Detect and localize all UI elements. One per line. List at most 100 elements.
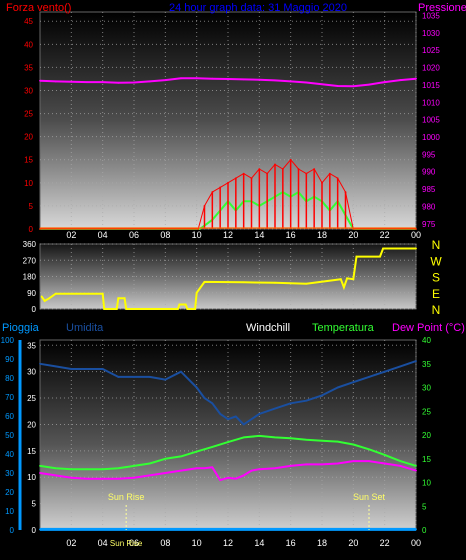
dewpoint-point: [117, 477, 120, 480]
temperature-tick-label: 20: [422, 431, 431, 440]
dewpoint-point: [399, 464, 402, 467]
humidity-axis-title: Umidita: [66, 322, 104, 334]
humidity-point: [415, 360, 417, 363]
pressure-tick-label: 1020: [422, 64, 440, 73]
x-tick-label-wind-pressure: 16: [286, 230, 296, 240]
x-tick-label-temp-hum-rain: 12: [223, 538, 233, 548]
pressure-point: [70, 80, 73, 83]
wind-direction-point: [339, 278, 342, 281]
pressure-point: [258, 78, 261, 81]
wind-direction-point: [415, 247, 417, 250]
compass-letter: N: [432, 303, 441, 317]
x-tick-label-temp-hum-rain: 18: [317, 538, 327, 548]
x-tick-label-wind-pressure: 04: [98, 230, 108, 240]
windchill-legend: Windchill: [246, 322, 290, 334]
pressure-point: [227, 78, 229, 80]
temperature-tick-label: 40: [422, 336, 431, 345]
dewpoint-point: [242, 474, 245, 477]
dewpoint-point: [227, 476, 229, 479]
temperature-point: [368, 448, 370, 451]
wind_avg-point: [205, 223, 207, 226]
rain-tick-label: 20: [5, 488, 14, 497]
wind-direction-point: [379, 255, 381, 258]
humidity-tick-label: 30: [27, 368, 36, 377]
wind-direction-point: [186, 308, 189, 310]
temperature-tick-label: 0: [422, 526, 427, 535]
wind_gust-point: [258, 168, 261, 170]
rain-tick-label: 10: [5, 507, 14, 516]
humidity-point: [399, 365, 402, 368]
humidity-tick-label: 15: [27, 447, 36, 456]
x-tick-label-temp-hum-rain: 06: [129, 538, 139, 548]
temperature-point: [180, 455, 182, 458]
wind-tick-label: 45: [24, 17, 33, 26]
chart-title: 24 hour graph data: 31 Maggio 2020: [169, 2, 347, 14]
dewpoint-point: [336, 462, 339, 465]
wind-direction-point: [178, 303, 181, 306]
wind_gust-point: [250, 177, 253, 180]
direction-tick-label: 360: [23, 240, 37, 249]
wind_gust-point: [313, 168, 316, 170]
dewpoint-point: [305, 463, 308, 466]
temperature-point: [86, 468, 88, 471]
wind-direction-point: [125, 308, 128, 310]
x-tick-label-temp-hum-rain: 08: [160, 538, 170, 548]
dewpoint-point: [133, 476, 135, 479]
wind_gust-point: [266, 172, 269, 175]
pressure-tick-label: 1010: [422, 98, 440, 107]
compass-letter: E: [432, 287, 440, 301]
temperature-point: [133, 464, 135, 467]
temperature-tick-label: 25: [422, 407, 431, 416]
temperature-legend: Temperatura: [312, 322, 375, 334]
wind-direction-point: [43, 299, 46, 302]
wind_gust-point: [328, 172, 331, 175]
wind-tick-label: 0: [29, 225, 34, 234]
rain-tick-label: 40: [5, 450, 14, 459]
rain-axis-title: Pioggia: [2, 322, 40, 334]
rain-tick-label: 90: [5, 355, 14, 364]
wind_gust-point: [297, 168, 300, 170]
dewpoint-point: [274, 467, 276, 470]
x-tick-label-wind-pressure: 08: [160, 230, 170, 240]
dewpoint-point: [39, 472, 41, 474]
axis-layer: 02 04 06 08 10 12 14 16 18 20 22 000510152025303540…: [1, 11, 443, 548]
temperature-point: [148, 462, 151, 465]
dewpoint-point: [195, 467, 198, 470]
humidity-tick-label: 35: [27, 341, 36, 350]
rain-point: [39, 528, 41, 531]
direction-tick-label: 270: [23, 256, 37, 265]
pressure-point: [211, 77, 214, 80]
x-tick-label-temp-hum-rain: 10: [192, 538, 202, 548]
humidity-point: [234, 415, 237, 418]
temperature-point: [211, 445, 214, 448]
wind_gust-point: [344, 191, 347, 193]
wind-tick-label: 40: [24, 40, 33, 49]
pressure-tick-label: 990: [422, 168, 436, 177]
temperature-point: [54, 467, 57, 470]
wind-tick-label: 20: [24, 133, 33, 142]
wind-direction-point: [54, 292, 57, 295]
wind-tick-label: 10: [24, 179, 33, 188]
wind_gust-point: [336, 177, 339, 180]
direction-tick-label: 90: [27, 289, 36, 298]
wind_gust-point: [242, 172, 245, 175]
wind_gust-point: [227, 181, 229, 184]
x-tick-label-wind-pressure: 14: [254, 230, 264, 240]
humidity-point: [336, 386, 339, 389]
humidity-point: [101, 368, 104, 370]
x-tick-label-wind-pressure: 22: [380, 230, 390, 240]
pressure-tick-label: 1000: [422, 133, 440, 142]
temperature-tick-label: 10: [422, 479, 431, 488]
wind-axis-title: Forza vento(): [6, 2, 71, 14]
humidity-point: [383, 370, 386, 373]
wind_gust-point: [289, 158, 292, 161]
wind-direction-point: [352, 278, 355, 281]
pressure-point: [101, 81, 104, 84]
pressure-axis-title: Pressione: [418, 2, 466, 14]
rain-tick-label: 80: [5, 374, 14, 383]
rain-tick-label: 70: [5, 393, 14, 402]
pressure-point: [148, 80, 151, 83]
wind_gust-point: [219, 186, 222, 189]
